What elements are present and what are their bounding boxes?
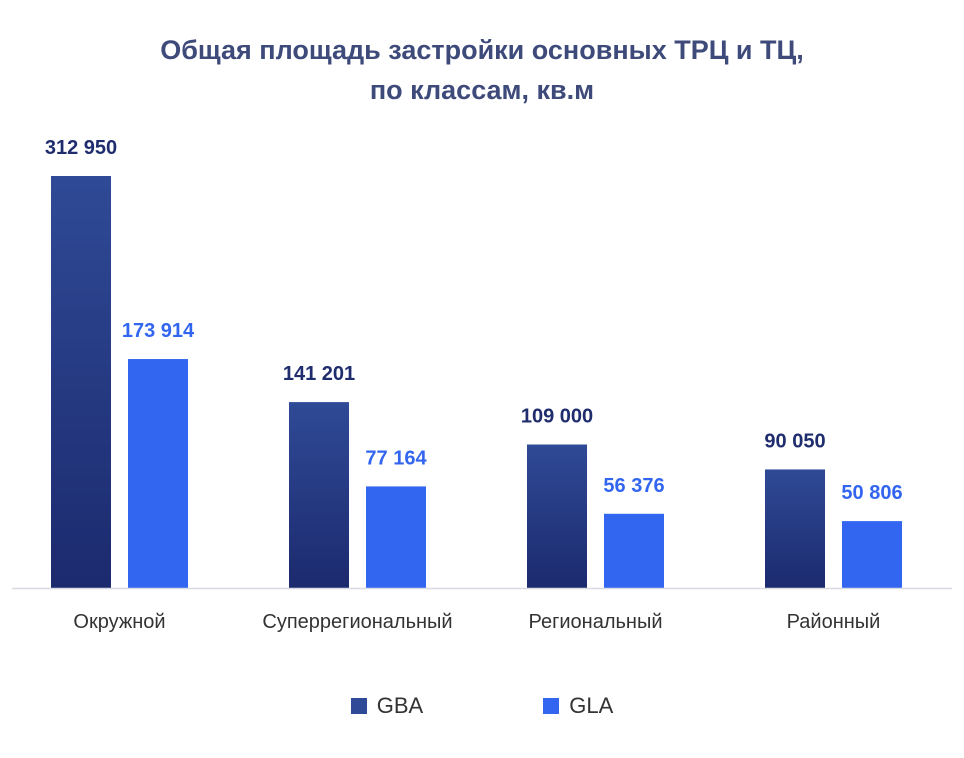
legend-item-gba: GBA — [350, 693, 424, 719]
bar-gba-4 — [765, 469, 825, 588]
data-label-gba-4: 90 050 — [764, 430, 825, 452]
data-label-gla-4: 50 806 — [841, 482, 902, 504]
bar-gla-4 — [842, 521, 902, 588]
legend-swatch-gla — [543, 698, 560, 714]
bar-gla-3 — [604, 513, 664, 588]
data-label-gla-3: 56 376 — [603, 475, 664, 497]
category-labels: Окружной Суперрегиональный Региональный Рай… — [73, 611, 880, 633]
legend-item-gla: GLA — [543, 693, 613, 719]
bar-gba-1 — [51, 176, 111, 588]
category-label-1: Окружной — [73, 611, 165, 633]
bar-gba-3 — [527, 444, 587, 588]
data-label-gba-1: 312 950 — [45, 137, 117, 159]
data-label-gba-3: 109 000 — [521, 406, 593, 428]
data-label-gla-2: 77 164 — [365, 447, 427, 469]
legend-label-gba: GBA — [376, 693, 424, 718]
legend-label-gla: GLA — [569, 693, 614, 718]
data-label-gla-1: 173 914 — [122, 320, 195, 342]
bar-gba-2 — [289, 402, 349, 588]
bar-gla-2 — [366, 486, 426, 588]
chart-title: Общая площадь застройки основных ТРЦ и Т… — [0, 30, 964, 110]
bar-chart: 312 950 173 914 141 201 77 164 109 000 56 376… — [12, 137, 952, 633]
category-label-2: Суперрегиональный — [262, 611, 452, 633]
chart-title-line-2: по классам, кв.м — [369, 75, 595, 105]
chart-title-line-1: Общая площадь застройки основных ТРЦ и Т… — [160, 35, 804, 65]
category-label-3: Региональный — [528, 611, 662, 633]
category-label-4: Районный — [787, 611, 881, 633]
bars-group: 312 950 173 914 141 201 77 164 109 000 56 376… — [45, 137, 903, 588]
legend-swatch-gba — [350, 698, 367, 714]
data-label-gba-2: 141 201 — [283, 363, 355, 385]
bar-gla-1 — [128, 359, 188, 588]
legend: GBA GLA — [0, 693, 964, 719]
